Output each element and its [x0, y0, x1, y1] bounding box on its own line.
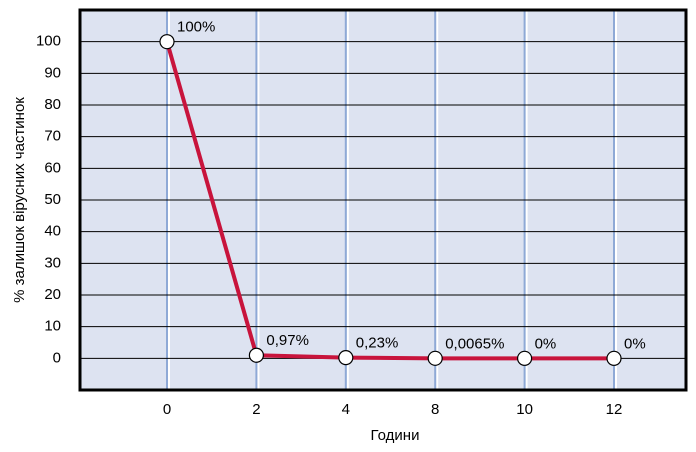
data-label: 0,0065%	[445, 335, 504, 352]
y-tick-label: 0	[53, 349, 61, 366]
x-tick-label: 0	[163, 401, 171, 418]
data-point	[159, 34, 175, 50]
data-label: 100%	[177, 19, 215, 36]
y-axis-title: % залишок вірусних частинок	[11, 97, 28, 303]
y-tick-label: 50	[44, 191, 61, 208]
data-label: 0%	[535, 335, 557, 352]
y-tick-label: 90	[44, 64, 61, 81]
y-tick-label: 70	[44, 128, 61, 145]
plot-border	[78, 8, 688, 392]
y-tick-label: 40	[44, 223, 61, 240]
data-point	[248, 347, 264, 363]
data-label: 0,97%	[266, 332, 309, 349]
data-line	[165, 41, 614, 361]
x-tick-label: 12	[606, 401, 623, 418]
data-point	[606, 350, 622, 366]
x-tick-label: 8	[431, 401, 439, 418]
y-tick-label: 80	[44, 96, 61, 113]
data-point	[427, 350, 443, 366]
x-tick-label: 4	[342, 401, 350, 418]
data-point	[516, 350, 533, 366]
y-tick-label: 60	[44, 159, 61, 176]
x-tick-label: 2	[252, 401, 260, 418]
x-axis-title: Години	[371, 427, 420, 444]
data-label: 0,23%	[356, 335, 399, 352]
y-tick-label: 30	[44, 254, 61, 271]
data-point	[338, 350, 354, 366]
y-tick-label: 100	[36, 33, 61, 50]
y-tick-label: 20	[44, 286, 61, 303]
y-tick-label: 10	[44, 318, 61, 335]
x-tick-label: 10	[516, 401, 533, 418]
data-label: 0%	[624, 335, 646, 352]
